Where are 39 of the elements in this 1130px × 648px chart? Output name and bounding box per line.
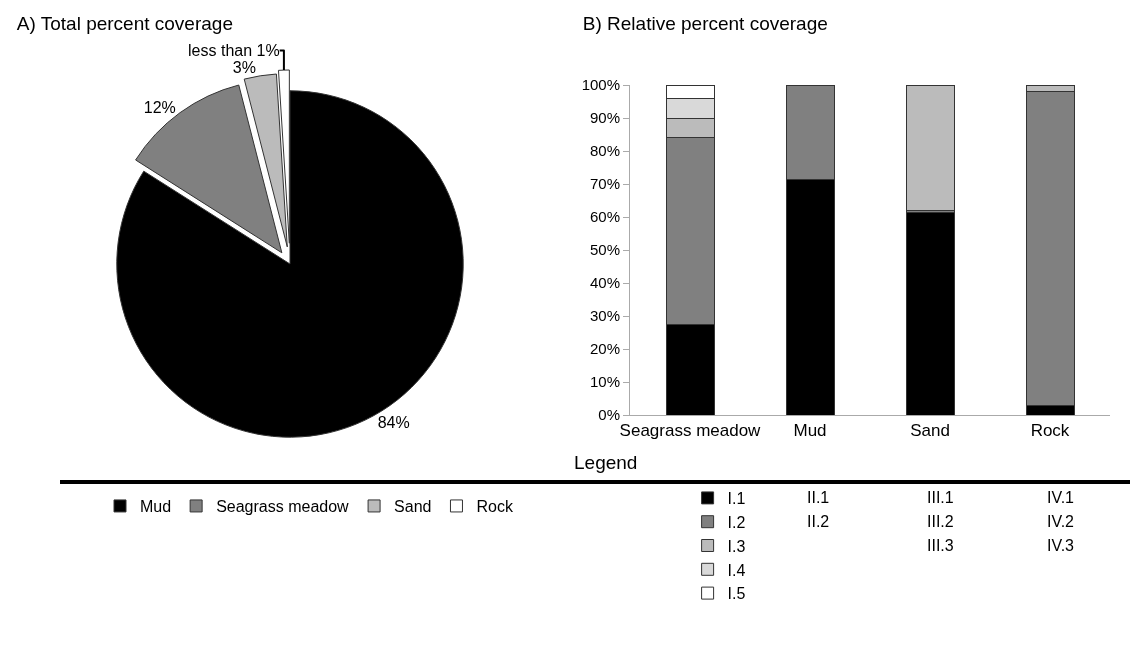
- y-tick-label: 0%: [598, 406, 620, 424]
- y-tick-label: 100%: [581, 76, 620, 94]
- text: IV.3: [1047, 537, 1075, 554]
- data-label: 12%: [143, 98, 176, 116]
- legend-label: I.3: [727, 537, 746, 555]
- chart-title: A) Total percent coverage: [16, 12, 233, 34]
- legend-label: I.1: [727, 490, 746, 508]
- text: II.1: [807, 489, 830, 506]
- x-tick-label: Seagrass meadow: [619, 421, 762, 441]
- text: III.3: [927, 537, 954, 554]
- y-tick-label: 90%: [589, 109, 620, 127]
- data-label: 84%: [377, 413, 410, 431]
- legend-label: I.2: [727, 513, 746, 531]
- y-tick-label: 30%: [589, 307, 620, 325]
- text: Legend: [574, 452, 638, 473]
- text: III.1: [927, 489, 954, 506]
- y-tick-label: 20%: [589, 340, 620, 358]
- data-label: 3%: [232, 59, 256, 77]
- data-label: less than 1%: [188, 42, 280, 60]
- y-tick-label: 70%: [589, 175, 620, 193]
- legend-label: I.4: [727, 561, 746, 579]
- y-tick-label: 50%: [589, 241, 620, 259]
- chart-title: B) Relative percent coverage: [582, 12, 828, 34]
- x-tick-label: Mud: [793, 421, 827, 441]
- text: IV.2: [1047, 513, 1075, 530]
- y-tick-label: 10%: [589, 373, 620, 391]
- legend-label: Sand: [394, 498, 432, 516]
- legend-label: Rock: [476, 498, 514, 516]
- x-tick-label: Sand: [910, 421, 950, 441]
- y-tick-label: 40%: [589, 274, 620, 292]
- x-tick-label: Rock: [1030, 421, 1070, 441]
- text: III.2: [927, 513, 954, 530]
- text: IV.1: [1047, 489, 1075, 506]
- legend-label: I.5: [727, 585, 746, 603]
- text: II.2: [807, 513, 830, 530]
- legend-label: Seagrass meadow: [216, 498, 350, 516]
- y-tick-label: 80%: [589, 142, 620, 160]
- legend-label: Mud: [140, 498, 172, 516]
- y-tick-label: 60%: [589, 208, 620, 226]
